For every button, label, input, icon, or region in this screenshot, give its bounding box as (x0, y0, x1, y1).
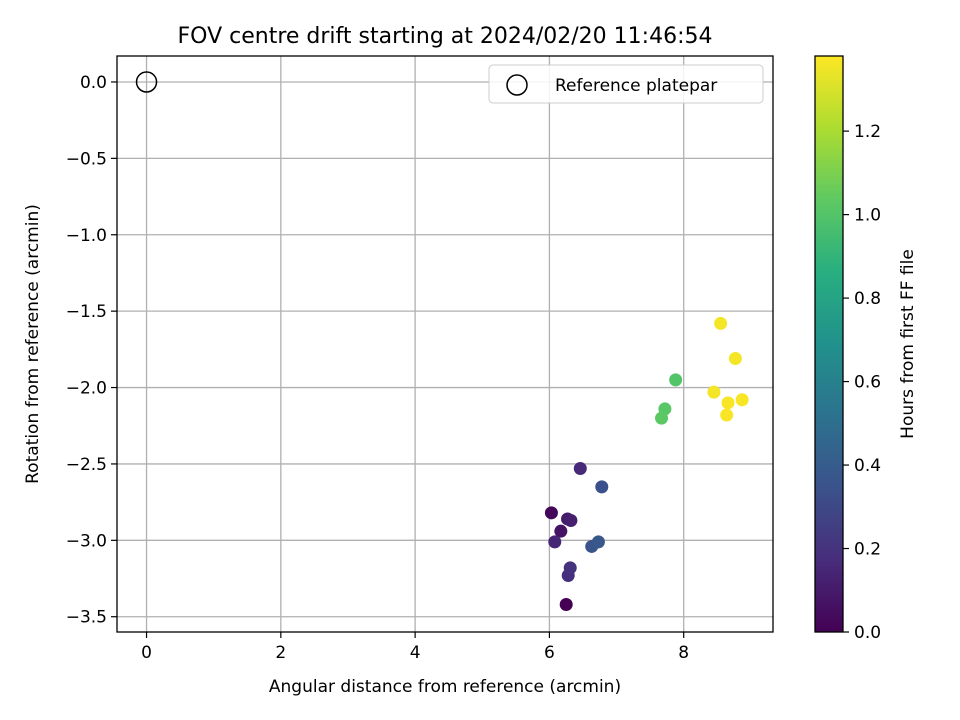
plot-frame (116, 55, 774, 633)
scatter-point (563, 561, 577, 575)
legend-marker-icon (506, 74, 528, 96)
colorbar-tick-label: 0.8 (854, 289, 881, 309)
scatter-point (721, 396, 735, 410)
y-tick-label: −2.0 (66, 379, 107, 399)
y-axis-ticks: 0.0 −0.5 −1.0 −1.5 −2.0 −2.5 −3.0 −3.5 (66, 73, 117, 628)
x-tick-label: 6 (544, 643, 555, 663)
scatter-point (728, 352, 742, 366)
colorbar-tick-label: 0.2 (854, 540, 881, 560)
y-axis-label: Rotation from reference (arcmin) (23, 204, 43, 484)
scatter-point (573, 462, 587, 476)
scatter-point (735, 393, 749, 407)
colorbar-tick-label: 1.0 (854, 206, 881, 226)
y-tick-label: −2.5 (66, 455, 107, 475)
y-tick-label: −0.5 (66, 149, 107, 169)
grid-lines (117, 56, 773, 632)
scatter-point (591, 535, 605, 549)
data-points (544, 316, 749, 611)
colorbar-tick-label: 0.6 (854, 373, 881, 393)
colorbar-gradient (814, 55, 844, 633)
y-tick-label: −3.0 (66, 531, 107, 551)
colorbar-tick-label: 0.0 (854, 623, 881, 643)
scatter-point (544, 506, 558, 520)
reference-marker (135, 71, 158, 93)
scatter-point (554, 524, 568, 538)
legend: Reference platepar (488, 64, 764, 104)
reference-point-marker (135, 71, 158, 93)
colorbar-tick-label: 0.4 (854, 456, 881, 476)
scatter-point (669, 373, 683, 387)
scatter-point (720, 408, 734, 422)
x-tick-label: 2 (275, 643, 286, 663)
y-tick-label: −1.5 (66, 302, 107, 322)
x-tick-label: 8 (678, 643, 689, 663)
scatter-point (559, 597, 573, 611)
scatter-point (707, 385, 721, 399)
scatter-point (714, 316, 728, 330)
colorbar-label: Hours from first FF file (898, 249, 918, 439)
colorbar: 0.0 0.2 0.4 0.6 0.8 1.0 1.2 Hours from first F… (814, 55, 918, 643)
x-axis-ticks: 0 2 4 6 8 (141, 632, 689, 663)
x-tick-label: 0 (141, 643, 152, 663)
legend-box (488, 64, 764, 104)
x-tick-label: 4 (410, 643, 421, 663)
scatter-point (548, 535, 562, 549)
y-tick-label: −3.5 (66, 608, 107, 628)
y-tick-label: −1.0 (66, 226, 107, 246)
y-tick-label: 0.0 (80, 73, 107, 93)
scatter-point (655, 411, 669, 425)
scatter-point (564, 513, 578, 527)
legend-label: Reference platepar (555, 76, 717, 96)
colorbar-tick-label: 1.2 (854, 122, 881, 142)
scatter-point (595, 480, 609, 494)
chart-title: FOV centre drift starting at 2024/02/20 … (178, 24, 713, 49)
colorbar-ticks: 0.0 0.2 0.4 0.6 0.8 1.0 1.2 (843, 122, 881, 643)
x-axis-label: Angular distance from reference (arcmin) (269, 677, 621, 697)
